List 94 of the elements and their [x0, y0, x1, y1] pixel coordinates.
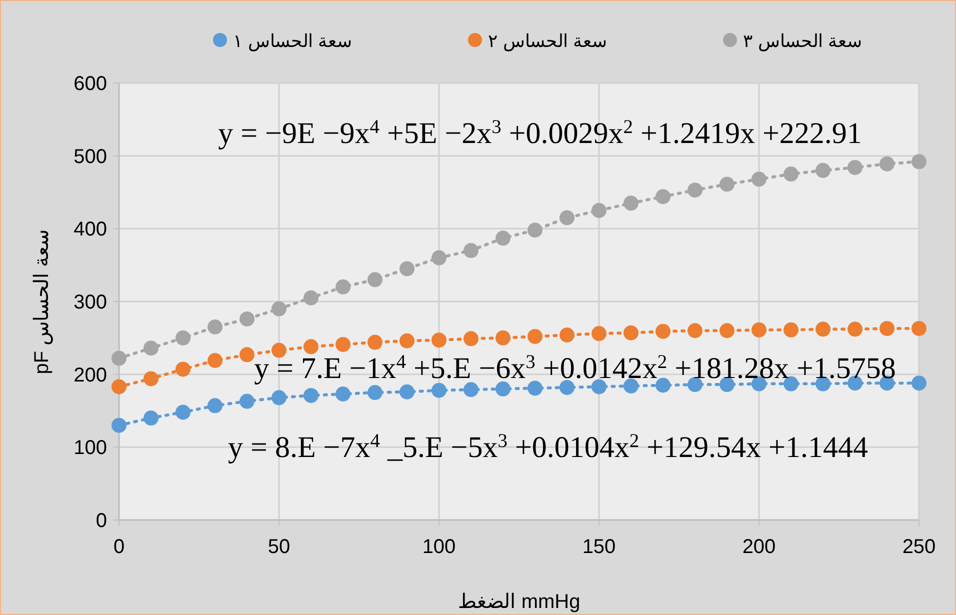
x-tick-label: 200	[742, 536, 776, 558]
point	[144, 340, 158, 356]
legend-label: سعة الحساس ٢	[488, 31, 608, 52]
annotation: y = 8.E −7x$^{4}$ _5.E −5x$^{3}$ +0.0104x$^{2}$ +129.54x +1.1444	[228, 430, 868, 464]
point	[656, 378, 670, 393]
point	[272, 301, 286, 316]
point	[336, 279, 350, 294]
point	[624, 196, 638, 211]
point	[688, 323, 702, 338]
point	[560, 380, 574, 395]
point	[592, 379, 606, 394]
point	[336, 386, 350, 402]
point	[624, 378, 638, 394]
point	[496, 330, 510, 346]
point	[240, 394, 254, 409]
point	[176, 330, 190, 346]
x-tick-label: 100	[422, 536, 456, 558]
y-tick-label: 300	[74, 292, 107, 314]
point	[720, 323, 734, 338]
y-tick-label: 0	[96, 510, 107, 532]
point	[464, 382, 478, 398]
point	[528, 222, 542, 238]
y-tick-label: 500	[74, 146, 107, 168]
point	[144, 410, 158, 426]
point	[848, 160, 862, 175]
point	[464, 331, 478, 346]
point	[496, 230, 510, 246]
point	[400, 333, 414, 348]
point	[720, 377, 734, 392]
point	[688, 182, 702, 198]
y-tick-label: 200	[74, 364, 107, 386]
point	[272, 390, 286, 406]
x-tick-label: 150	[582, 536, 616, 558]
point	[816, 162, 830, 178]
point	[816, 322, 830, 337]
legend-label: سعة الحساس ١	[233, 31, 352, 52]
point	[176, 404, 190, 420]
point	[496, 381, 510, 396]
point	[592, 202, 606, 218]
point	[112, 418, 126, 433]
point	[528, 380, 542, 396]
point	[688, 377, 702, 392]
point	[752, 172, 766, 187]
point	[880, 320, 894, 336]
point	[784, 322, 798, 338]
point	[720, 176, 734, 192]
x-tick-label: 250	[902, 536, 936, 558]
point	[912, 154, 926, 170]
point	[432, 250, 446, 266]
x-axis-title: الضغط mmHg	[458, 591, 580, 613]
y-axis-title: pF سعة الحساس	[31, 228, 53, 374]
point	[144, 371, 158, 386]
point	[656, 324, 670, 339]
point	[240, 311, 254, 326]
point	[112, 379, 126, 394]
annotation: y = 7.E −1x$^{4}$ +5.E −6x$^{3}$ +0.0142x$^{2}$ +181.28x +1.5758	[254, 352, 896, 385]
point	[272, 342, 286, 358]
x-tick-label: 50	[268, 536, 290, 558]
point	[528, 328, 542, 344]
point	[848, 322, 862, 337]
point	[304, 388, 318, 403]
point	[208, 319, 222, 334]
y-tick-label: 100	[74, 437, 107, 460]
point	[176, 362, 190, 377]
point	[656, 189, 670, 204]
point	[560, 210, 574, 226]
point	[240, 347, 254, 362]
point	[368, 334, 382, 350]
point	[912, 320, 926, 336]
point	[208, 352, 222, 368]
point	[592, 326, 606, 342]
point	[752, 322, 766, 338]
point	[464, 243, 478, 258]
point	[112, 350, 126, 366]
point	[880, 156, 894, 172]
y-tick-label: 600	[74, 73, 107, 95]
x-tick-label: 0	[113, 536, 125, 558]
y-tick-label: 400	[74, 218, 107, 241]
point	[336, 336, 350, 352]
point	[560, 328, 574, 343]
legend-label: سعة الحساس ٣	[743, 31, 862, 52]
point	[624, 325, 638, 340]
point	[432, 382, 446, 398]
point	[432, 332, 446, 348]
point	[784, 166, 798, 182]
annotation: y = −9E −9x$^{4}$ +5E −2x$^{3}$ +0.0029x$^{2}$ +1.2419x +222.91	[218, 116, 862, 150]
point	[304, 339, 318, 354]
point	[912, 376, 926, 391]
point	[368, 385, 382, 400]
point	[208, 398, 222, 414]
point	[400, 384, 414, 400]
point	[304, 290, 318, 306]
point	[400, 261, 414, 276]
point	[368, 272, 382, 288]
